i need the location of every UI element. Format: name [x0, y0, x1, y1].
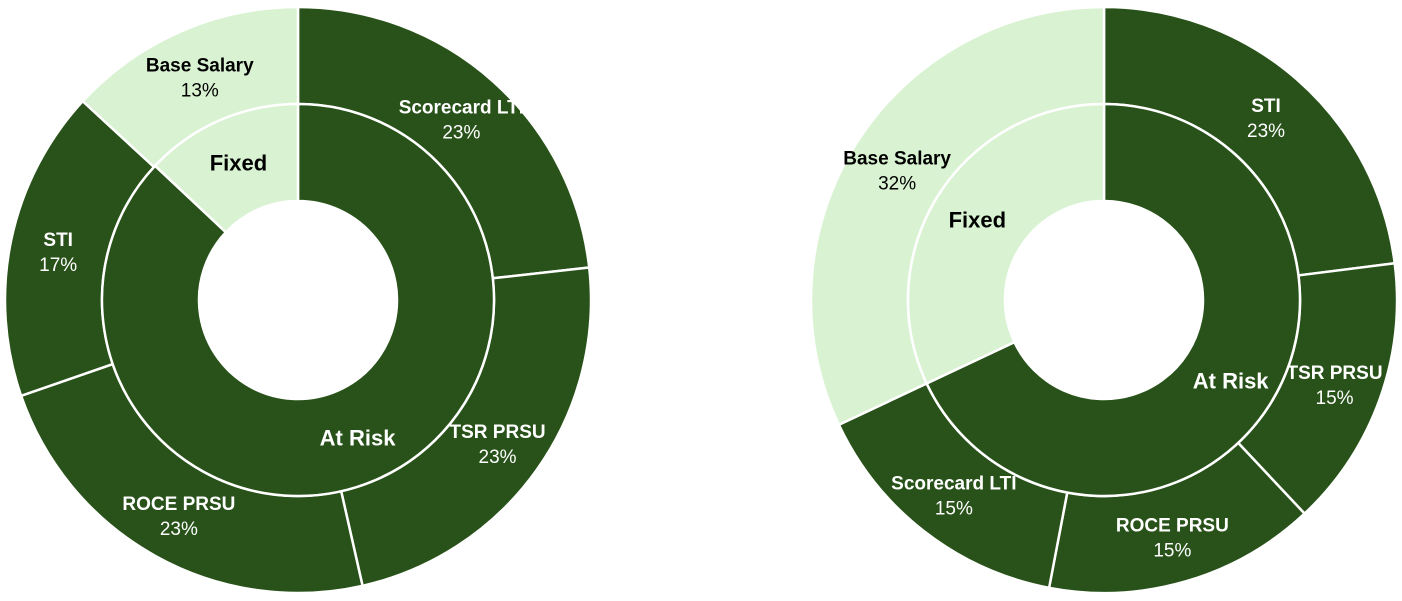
- outer-slice-label: ROCE PRSU: [1116, 515, 1229, 536]
- outer-slice-value: 15%: [1153, 540, 1191, 561]
- outer-slice-value: 23%: [442, 122, 480, 143]
- outer-slice-value: 23%: [160, 519, 198, 540]
- outer-slice-value: 23%: [479, 447, 517, 468]
- donut-chart-right: STI 23% TSR PRSU 15% ROCE PRSU 15% Scorecard L…: [809, 5, 1399, 595]
- inner-slice-fixed: [153, 102, 300, 234]
- outer-slice-value: 32%: [878, 174, 916, 195]
- inner-slice-at-risk: [100, 102, 496, 498]
- outer-slice-label: TSR PRSU: [450, 422, 546, 443]
- donut-chart-left: Scorecard LTI 23% TSR PRSU 23% ROCE PRSU 23% S…: [3, 5, 593, 595]
- outer-slice-label: TSR PRSU: [1286, 363, 1382, 384]
- outer-slice-label: Base Salary: [146, 56, 254, 77]
- inner-slice-label: At Risk: [1193, 368, 1270, 393]
- outer-slice-label: Scorecard LTI: [399, 97, 524, 118]
- outer-slice-label: STI: [43, 230, 73, 251]
- outer-slice-value: 13%: [181, 81, 219, 102]
- outer-slice-value: 15%: [935, 499, 973, 520]
- inner-slice-label: Fixed: [949, 208, 1006, 233]
- outer-slice-value: 15%: [1316, 388, 1354, 409]
- outer-slice-label: STI: [1251, 96, 1281, 117]
- outer-slice-label: Scorecard LTI: [891, 474, 1016, 495]
- inner-slice-fixed: [906, 102, 1106, 386]
- outer-slice-label: Base Salary: [843, 149, 951, 170]
- inner-slice-at-risk: [924, 102, 1302, 498]
- outer-slice-label: ROCE PRSU: [122, 494, 235, 515]
- outer-slice-value: 23%: [1247, 121, 1285, 142]
- inner-slice-label: Fixed: [210, 150, 267, 175]
- inner-slice-label: At Risk: [320, 426, 397, 451]
- outer-slice-value: 17%: [39, 255, 77, 276]
